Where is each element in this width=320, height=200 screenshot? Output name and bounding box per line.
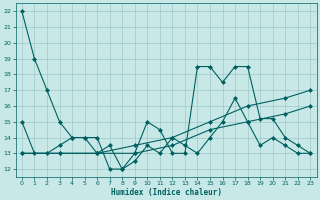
X-axis label: Humidex (Indice chaleur): Humidex (Indice chaleur) <box>111 188 221 197</box>
